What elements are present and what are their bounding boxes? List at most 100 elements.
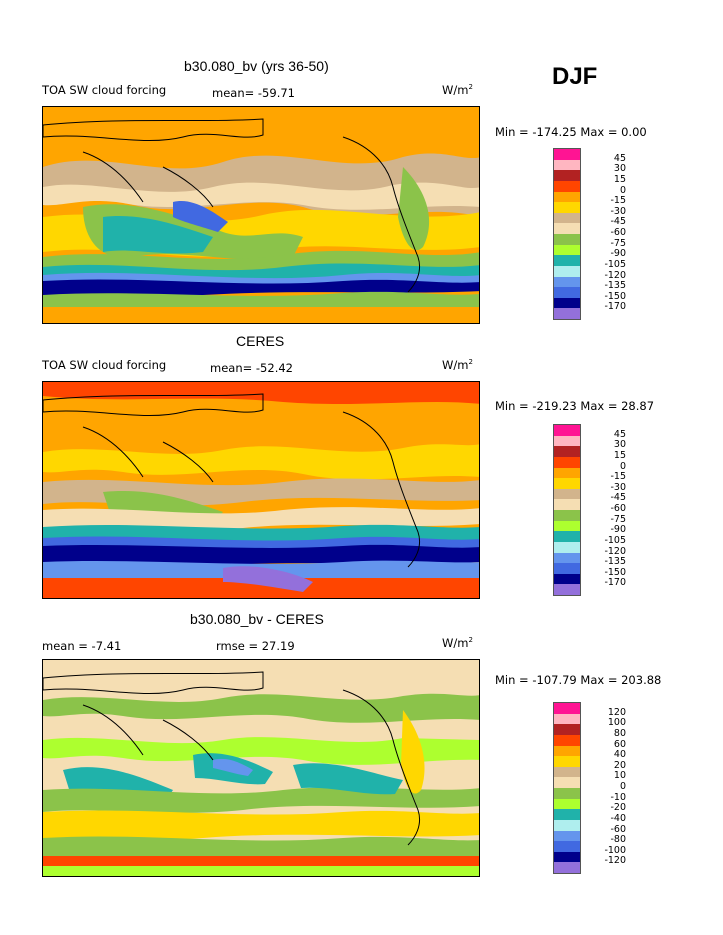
- colorbar-tick-label: -150: [604, 566, 626, 578]
- colorbar-swatch: [554, 149, 580, 160]
- colorbar-swatch: [554, 541, 580, 553]
- colorbar-swatch: [554, 713, 580, 725]
- panel2-colorbar: [553, 424, 581, 596]
- colorbar-swatch: [554, 756, 580, 767]
- colorbar-tick-label: -120: [604, 269, 626, 281]
- colorbar-tick-label: -90: [610, 248, 626, 260]
- colorbar-tick-label: -15: [610, 471, 626, 483]
- colorbar-tick-label: -135: [604, 556, 626, 568]
- colorbar-swatch: [554, 510, 580, 521]
- colorbar-swatch: [554, 724, 580, 735]
- colorbar-swatch: [554, 798, 580, 810]
- colorbar-swatch: [554, 287, 580, 298]
- colorbar-tick-label: -120: [604, 545, 626, 557]
- colorbar-swatch: [554, 777, 580, 788]
- colorbar-swatch: [554, 170, 580, 181]
- colorbar-swatch: [554, 520, 580, 532]
- panel1-colorbar: [553, 148, 581, 320]
- colorbar-tick-label: -45: [610, 492, 626, 504]
- colorbar-swatch: [554, 734, 580, 746]
- colorbar-tick-label: 20: [613, 759, 626, 771]
- colorbar-tick-label: -30: [610, 205, 626, 217]
- colorbar-swatch: [554, 191, 580, 203]
- colorbar-swatch: [554, 467, 580, 479]
- colorbar-swatch: [554, 819, 580, 831]
- panel2-title: CERES: [236, 333, 285, 349]
- panel3-rmse: rmse = 27.19: [216, 639, 295, 653]
- panel2-map: [42, 381, 480, 599]
- colorbar-tick-label: 0: [619, 184, 626, 196]
- colorbar-swatch: [554, 851, 580, 863]
- colorbar-tick-label: -20: [610, 802, 626, 814]
- colorbar-swatch: [554, 862, 580, 873]
- colorbar-swatch: [554, 425, 580, 436]
- colorbar-swatch: [554, 308, 580, 319]
- panel1-units: W/m2: [442, 83, 473, 97]
- colorbar-tick-label: -135: [604, 280, 626, 292]
- colorbar-swatch: [554, 446, 580, 457]
- panel3-colorbar-labels: 120 100 80 60 40 20 10 0 -10 -20 -40 -60 -80 -100 -120: [596, 702, 626, 874]
- colorbar-swatch: [554, 584, 580, 595]
- colorbar-swatch: [554, 435, 580, 447]
- colorbar-swatch: [554, 830, 580, 842]
- panel3-units: W/m2: [442, 636, 473, 650]
- panel1-colorbar-labels: 45 30 15 0 -15 -30 -45 -60 -75 -90 -105 -120 -135 -15…: [596, 148, 626, 320]
- colorbar-tick-label: 0: [619, 781, 626, 792]
- colorbar-tick-label: -100: [604, 844, 626, 856]
- colorbar-tick-label: -60: [610, 823, 626, 835]
- colorbar-tick-label: 40: [613, 749, 626, 761]
- colorbar-tick-label: 10: [613, 770, 626, 782]
- panel3-title: b30.080_bv - CERES: [190, 611, 324, 627]
- panel3-mean: mean = -7.41: [42, 639, 122, 653]
- colorbar-tick-label: 45: [613, 152, 626, 164]
- colorbar-tick-label: -90: [610, 524, 626, 536]
- colorbar-tick-label: -105: [604, 258, 626, 270]
- panel3-minmax: Min = -107.79 Max = 203.88: [495, 673, 662, 687]
- colorbar-tick-label: 30: [613, 439, 626, 451]
- colorbar-swatch: [554, 212, 580, 224]
- colorbar-tick-label: -170: [604, 301, 626, 313]
- colorbar-swatch: [554, 234, 580, 245]
- panel1-variable: TOA SW cloud forcing: [42, 83, 167, 97]
- colorbar-swatch: [554, 488, 580, 500]
- colorbar-swatch: [554, 766, 580, 778]
- colorbar-tick-label: 100: [607, 717, 626, 729]
- colorbar-tick-label: -120: [604, 855, 626, 867]
- panel1-mean: mean= -59.71: [212, 86, 295, 100]
- panel2-mean: mean= -52.42: [210, 361, 293, 375]
- colorbar-tick-label: 0: [619, 460, 626, 472]
- panel2-variable: TOA SW cloud forcing: [42, 358, 167, 372]
- panel1-title: b30.080_bv (yrs 36-50): [184, 58, 329, 74]
- colorbar-swatch: [554, 180, 580, 192]
- panel3-map: [42, 659, 480, 877]
- colorbar-swatch: [554, 276, 580, 288]
- panel2-units: W/m2: [442, 358, 473, 372]
- colorbar-swatch: [554, 499, 580, 510]
- colorbar-swatch: [554, 255, 580, 266]
- colorbar-swatch: [554, 297, 580, 309]
- colorbar-tick-label: 80: [613, 727, 626, 739]
- colorbar-tick-label: -75: [610, 513, 626, 525]
- colorbar-swatch: [554, 809, 580, 820]
- colorbar-tick-label: -75: [610, 237, 626, 249]
- colorbar-swatch: [554, 244, 580, 256]
- colorbar-swatch: [554, 703, 580, 714]
- colorbar-tick-label: -30: [610, 481, 626, 493]
- colorbar-tick-label: -80: [610, 834, 626, 846]
- panel3-colorbar: [553, 702, 581, 874]
- colorbar-tick-label: -40: [610, 812, 626, 824]
- colorbar-swatch: [554, 788, 580, 799]
- colorbar-tick-label: -150: [604, 290, 626, 302]
- colorbar-swatch: [554, 563, 580, 574]
- colorbar-tick-label: -60: [610, 503, 626, 514]
- colorbar-tick-label: -10: [610, 791, 626, 803]
- colorbar-tick-label: -45: [610, 216, 626, 228]
- colorbar-swatch: [554, 478, 580, 489]
- colorbar-swatch: [554, 745, 580, 757]
- colorbar-swatch: [554, 841, 580, 852]
- colorbar-swatch: [554, 265, 580, 277]
- colorbar-tick-label: 120: [607, 706, 626, 718]
- colorbar-tick-label: -60: [610, 227, 626, 238]
- colorbar-swatch: [554, 223, 580, 234]
- panel1-map: [42, 106, 480, 324]
